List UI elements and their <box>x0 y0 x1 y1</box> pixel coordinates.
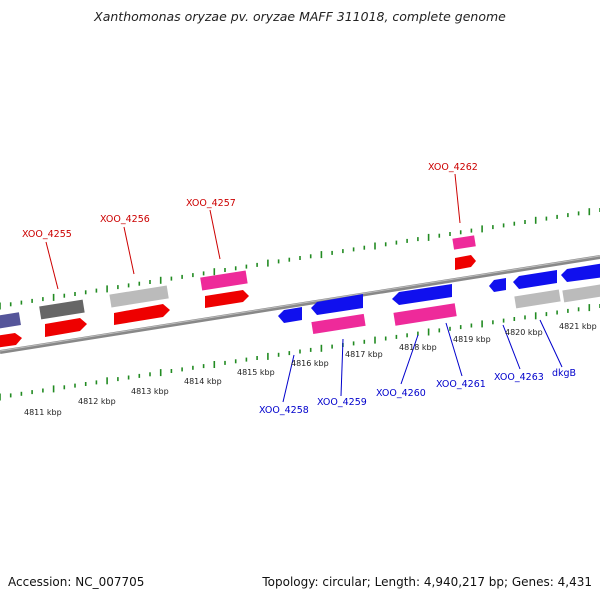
gene-block-pink-4257 <box>200 270 248 291</box>
tick-track-top <box>0 208 600 310</box>
scale-label-4812: 4812 kbp <box>78 397 116 406</box>
gene-label-xoo-4262: XOO_4262 <box>428 162 478 173</box>
gene-arrow-blue-4258 <box>278 307 302 323</box>
gene-arrow-red-4257 <box>205 290 249 308</box>
gene-block-gray-4263 <box>514 289 561 309</box>
gene-label-dkgb: dkgB <box>552 368 576 379</box>
leader-line-4255 <box>45 241 59 290</box>
scale-label-4819: 4819 kbp <box>453 335 491 344</box>
scale-label-4821: 4821 kbp <box>559 322 597 331</box>
gene-label-xoo-4257: XOO_4257 <box>186 198 236 209</box>
gene-block-gray-right <box>562 283 600 303</box>
leader-line-4259 <box>340 338 344 397</box>
gene-arrow-blue-dkgb <box>513 270 557 289</box>
genome-backbone <box>0 255 600 354</box>
gene-arrow-red-4262 <box>455 255 476 270</box>
scale-label-4815: 4815 kbp <box>237 368 275 377</box>
leader-line-dkgb <box>539 319 563 368</box>
gene-arrow-blue-4263 <box>489 278 506 292</box>
leader-line-4261 <box>445 322 463 377</box>
gene-arrow-blue-4259 <box>311 294 363 315</box>
scale-label-4818: 4818 kbp <box>399 343 437 352</box>
scale-label-4814: 4814 kbp <box>184 377 222 386</box>
gene-label-xoo-4260: XOO_4260 <box>376 388 426 399</box>
gene-label-xoo-4261: XOO_4261 <box>436 379 486 390</box>
gene-label-xoo-4263: XOO_4263 <box>494 372 544 383</box>
gene-arrow-red-4255 <box>45 318 87 337</box>
tick-track-bottom <box>0 304 600 401</box>
accession-text: Accession: NC_007705 <box>8 575 145 589</box>
leader-line-4262 <box>454 173 461 224</box>
scale-label-4811: 4811 kbp <box>24 408 62 417</box>
gene-label-xoo-4259: XOO_4259 <box>317 397 367 408</box>
gene-block-purple <box>0 312 21 329</box>
gene-label-xoo-4258: XOO_4258 <box>259 405 309 416</box>
genome-summary-text: Topology: circular; Length: 4,940,217 bp… <box>262 575 592 589</box>
gene-block-dark-gray <box>39 299 85 320</box>
gene-block-pink-4259 <box>311 313 366 334</box>
scale-label-4817: 4817 kbp <box>345 350 383 359</box>
gene-label-xoo-4256: XOO_4256 <box>100 214 150 225</box>
leader-line-4257 <box>209 209 221 260</box>
gene-block-pink-4260 <box>393 303 457 326</box>
gene-block-gray-4256 <box>109 285 169 308</box>
genome-backbone-highlight <box>0 255 600 352</box>
leader-line-4260 <box>400 334 419 385</box>
leader-line-4258 <box>282 354 295 403</box>
gene-arrow-blue-right <box>561 263 600 282</box>
gene-arrow-blue-4260 <box>392 284 452 305</box>
map-title: Xanthomonas oryzae pv. oryzae MAFF 31101… <box>94 9 506 24</box>
gene-arrow-red-left <box>0 333 22 348</box>
scale-label-4816: 4816 kbp <box>291 359 329 368</box>
leader-line-4263 <box>502 324 521 370</box>
gene-block-pink-4262 <box>452 235 476 250</box>
scale-label-4813: 4813 kbp <box>131 387 169 396</box>
gene-label-xoo-4255: XOO_4255 <box>22 229 72 240</box>
scale-label-4820: 4820 kbp <box>505 328 543 337</box>
leader-line-4256 <box>123 226 135 275</box>
gene-arrow-red-4256 <box>114 304 170 325</box>
